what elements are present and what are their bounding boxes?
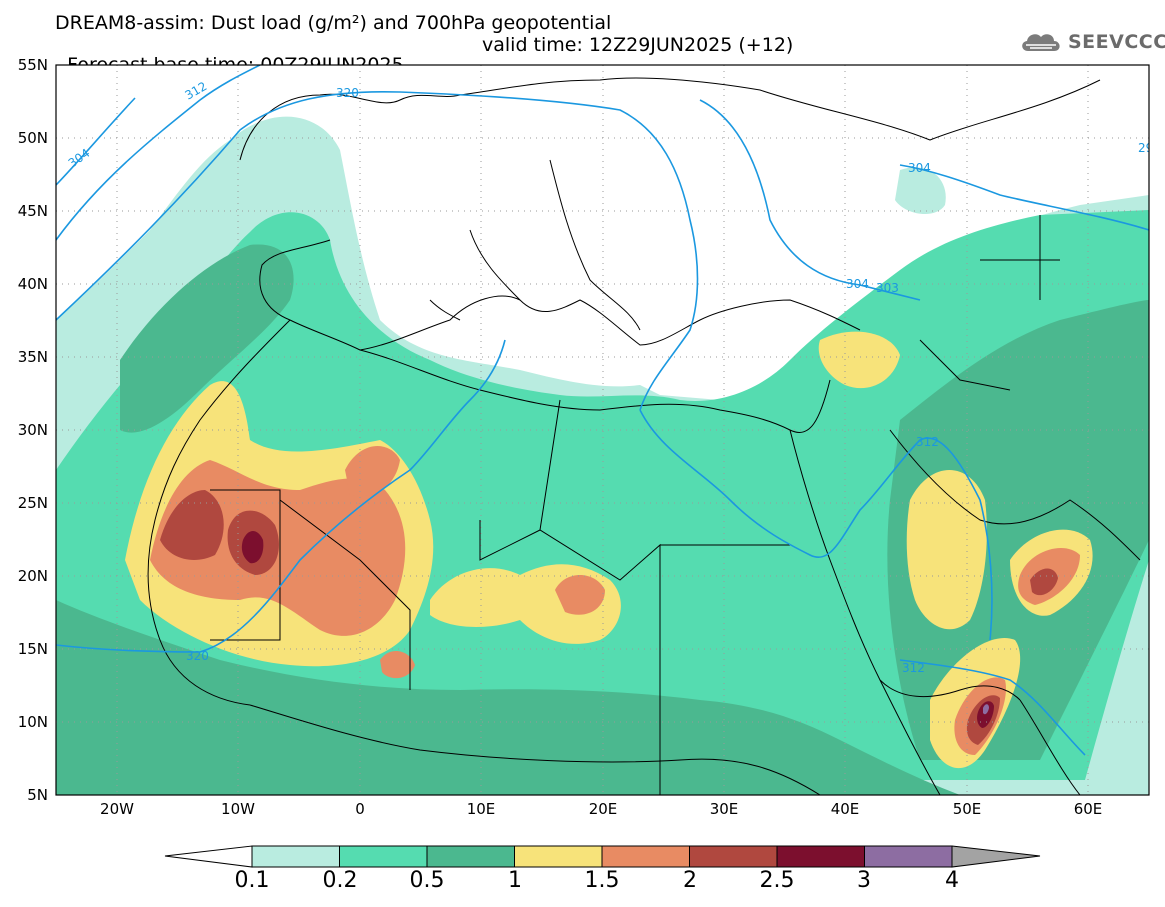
contour-label: 303 xyxy=(876,281,899,295)
dust-region-arabia-band xyxy=(887,300,1149,760)
contour-label: 304 xyxy=(908,161,931,175)
lat-label: 35N xyxy=(17,348,48,366)
dust-region-oman-dark xyxy=(1030,568,1058,596)
dust-region-mali-peak xyxy=(241,531,264,564)
colorbar-swatch xyxy=(689,845,778,868)
dust-region-somalia-peak xyxy=(977,701,994,728)
contour-label: 312 xyxy=(916,435,939,449)
lat-label: 40N xyxy=(17,275,48,293)
dust-field: 304 312 320 304 304 303 312 312 320 29 xyxy=(56,65,1153,795)
colorbar-swatch xyxy=(251,845,340,868)
lon-label: 10E xyxy=(466,800,496,818)
dust-region-west-band xyxy=(120,244,294,433)
colorbar-label: 2.5 xyxy=(759,868,795,893)
colorbar-swatch xyxy=(864,845,953,868)
colorbar-swatch xyxy=(426,845,515,868)
colorbar-label: 1.5 xyxy=(584,868,620,893)
cloud-icon xyxy=(1022,34,1060,51)
lon-label: 60E xyxy=(1073,800,1103,818)
colorbar-label: 4 xyxy=(945,868,959,893)
colorbar-label: 0.2 xyxy=(322,868,358,893)
dust-region-somalia-max xyxy=(983,704,989,715)
lon-label: 30E xyxy=(709,800,739,818)
lon-label: 50E xyxy=(952,800,982,818)
dust-region-east-light xyxy=(895,167,946,215)
lon-label: 20W xyxy=(100,800,134,818)
colorbar-label: 3 xyxy=(857,868,871,893)
colorbar-swatches xyxy=(251,845,953,868)
dust-region-iraq-yellow xyxy=(818,331,900,389)
lat-label: 20N xyxy=(17,567,48,585)
logo-text: SEEVCCC xyxy=(1068,31,1165,53)
contour-label: 304 xyxy=(846,277,869,291)
contour-label: 312 xyxy=(902,661,925,675)
dust-region-niger-orange xyxy=(380,650,415,679)
colorbar-label: 0.5 xyxy=(409,868,445,893)
contour-label-group: 304 312 320 304 304 303 312 312 320 29 xyxy=(66,79,1153,675)
seevccc-logo: SEEVCCC xyxy=(1018,27,1165,57)
map-frame xyxy=(55,64,1150,796)
map-title: DREAM8-assim: Dust load (g/m²) and 700hP… xyxy=(55,12,612,34)
lat-label: 30N xyxy=(17,421,48,439)
lat-label: 55N xyxy=(17,56,48,74)
lat-label: 25N xyxy=(17,494,48,512)
colorbar-swatch xyxy=(339,845,428,868)
contour-label: 29 xyxy=(1138,141,1153,155)
colorbar-low-arrow xyxy=(164,845,253,868)
colorbar-swatch xyxy=(514,845,603,868)
dust-region-chad-orange xyxy=(555,575,605,615)
lat-label: 15N xyxy=(17,640,48,658)
colorbar-label: 1 xyxy=(508,868,522,893)
colorbar-swatch xyxy=(601,845,690,868)
lat-label: 50N xyxy=(17,129,48,147)
colorbar-label: 2 xyxy=(683,868,697,893)
colorbar xyxy=(164,845,1041,868)
dust-region-sahara-dark xyxy=(160,490,224,560)
contour-label: 320 xyxy=(336,86,359,100)
colorbar-swatch xyxy=(776,845,865,868)
colorbar-high-arrow xyxy=(951,845,1041,868)
lon-label: 10W xyxy=(221,800,255,818)
colorbar-label: 0.1 xyxy=(234,868,270,893)
valid-time: valid time: 12Z29JUN2025 (+12) xyxy=(482,34,794,56)
geopotential-contours xyxy=(56,65,1149,756)
lon-label: 0 xyxy=(355,800,365,818)
dust-region-medium xyxy=(56,600,960,795)
lon-label: 20E xyxy=(588,800,618,818)
lat-label: 5N xyxy=(27,786,48,804)
lat-label: 10N xyxy=(17,713,48,731)
lat-label: 45N xyxy=(17,202,48,220)
contour-label: 320 xyxy=(186,649,209,663)
dust-region-algeria-orange xyxy=(345,446,400,497)
lon-label: 40E xyxy=(830,800,860,818)
graticule xyxy=(56,65,1149,795)
